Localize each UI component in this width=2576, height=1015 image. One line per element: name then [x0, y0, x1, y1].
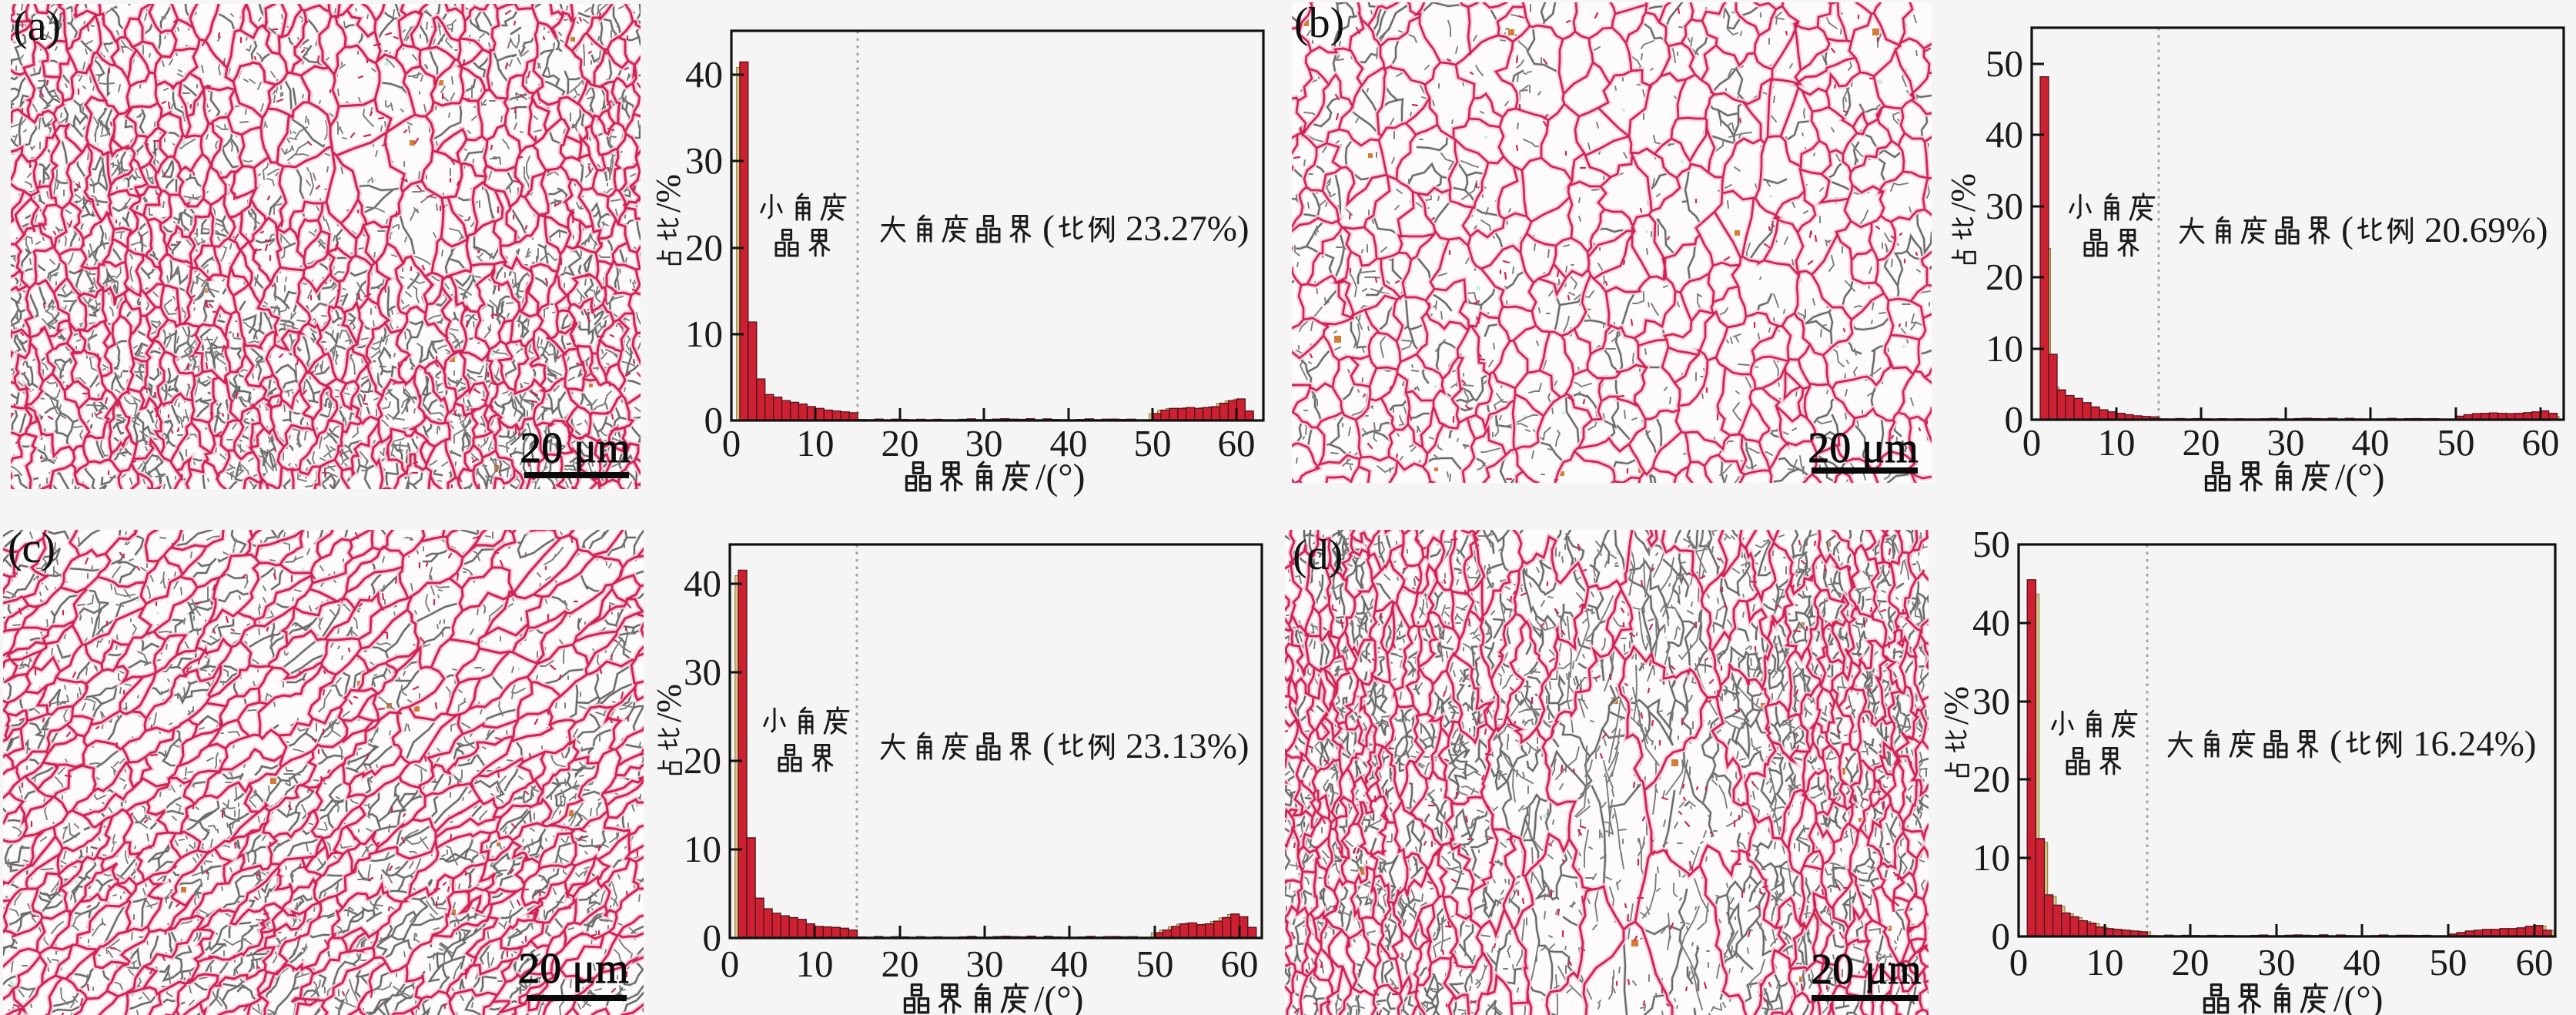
svg-text:20: 20	[882, 422, 919, 464]
svg-text:(: (	[2341, 209, 2354, 250]
svg-text:(: (	[2330, 723, 2342, 764]
svg-text:10: 10	[685, 313, 723, 355]
svg-text:60: 60	[1218, 422, 1256, 464]
svg-text:50: 50	[1136, 943, 1174, 985]
svg-text:20: 20	[1972, 758, 2010, 800]
svg-text:50: 50	[1134, 422, 1172, 464]
svg-text:/(°): /(°)	[2333, 979, 2384, 1015]
svg-text:40: 40	[2343, 941, 2381, 983]
svg-text:40: 40	[684, 562, 721, 605]
svg-text:0: 0	[1992, 915, 2011, 957]
svg-text:20: 20	[685, 226, 723, 269]
svg-text:30: 30	[1986, 185, 2023, 227]
svg-text:40: 40	[1051, 943, 1089, 985]
svg-text:0: 0	[703, 916, 722, 959]
svg-text:16.24%): 16.24%)	[2413, 724, 2537, 764]
svg-text:10: 10	[1986, 327, 2023, 370]
svg-text:(: (	[1042, 725, 1055, 766]
svg-text:10: 10	[1972, 836, 2010, 879]
svg-text:23.27%): 23.27%)	[1126, 209, 1250, 249]
svg-text:30: 30	[685, 139, 723, 182]
svg-text:40: 40	[1986, 113, 2023, 156]
svg-text:0: 0	[2005, 398, 2024, 441]
svg-text:30: 30	[2267, 421, 2305, 464]
svg-text:10: 10	[2098, 421, 2136, 464]
svg-text:/%: /%	[1944, 173, 1982, 212]
svg-text:40: 40	[1972, 601, 2010, 644]
svg-text:20 μm: 20 μm	[1811, 946, 1922, 993]
svg-text:30: 30	[1972, 680, 2010, 722]
svg-text:(a): (a)	[13, 2, 61, 50]
svg-text:(b): (b)	[1294, 0, 1344, 47]
svg-text:60: 60	[2522, 421, 2560, 464]
svg-text:20: 20	[882, 943, 919, 985]
svg-text:(d): (d)	[1293, 531, 1343, 579]
svg-text:30: 30	[965, 422, 1003, 464]
svg-text:30: 30	[966, 943, 1004, 985]
svg-text:10: 10	[2086, 941, 2124, 983]
svg-text:0: 0	[721, 943, 740, 985]
svg-text:40: 40	[1050, 422, 1088, 464]
svg-text:0: 0	[2022, 421, 2042, 464]
svg-text:(c): (c)	[8, 524, 55, 572]
svg-text:/(°): /(°)	[2335, 457, 2385, 497]
svg-text:20: 20	[684, 739, 721, 782]
svg-text:30: 30	[2258, 941, 2296, 983]
svg-text:20: 20	[2183, 421, 2220, 464]
svg-text:/%: /%	[650, 684, 688, 722]
svg-text:50: 50	[1986, 42, 2023, 85]
svg-text:/(°): /(°)	[1035, 457, 1086, 497]
svg-text:23.13%): 23.13%)	[1126, 726, 1250, 766]
svg-text:20 μm: 20 μm	[520, 424, 631, 472]
svg-text:20: 20	[1986, 256, 2023, 298]
svg-text:50: 50	[1972, 523, 2010, 565]
svg-text:20.69%): 20.69%)	[2424, 210, 2548, 250]
svg-text:30: 30	[684, 651, 721, 693]
svg-text:/%: /%	[649, 174, 687, 213]
svg-text:/%: /%	[1937, 686, 1975, 725]
svg-text:10: 10	[796, 943, 834, 985]
svg-text:40: 40	[2352, 421, 2390, 464]
svg-text:20: 20	[2172, 941, 2210, 983]
svg-text:0: 0	[2009, 941, 2029, 983]
svg-text:60: 60	[1221, 943, 1259, 985]
svg-text:0: 0	[704, 399, 724, 441]
svg-text:10: 10	[684, 828, 721, 870]
svg-text:10: 10	[797, 422, 835, 464]
svg-text:50: 50	[2437, 421, 2475, 464]
svg-text:40: 40	[685, 53, 723, 95]
svg-text:/(°): /(°)	[1034, 979, 1084, 1015]
svg-text:20 μm: 20 μm	[518, 945, 629, 993]
svg-text:0: 0	[722, 422, 741, 464]
svg-text:50: 50	[2430, 941, 2467, 983]
svg-text:20 μm: 20 μm	[1808, 424, 1919, 472]
svg-text:(: (	[1042, 208, 1055, 249]
svg-text:60: 60	[2516, 941, 2554, 983]
